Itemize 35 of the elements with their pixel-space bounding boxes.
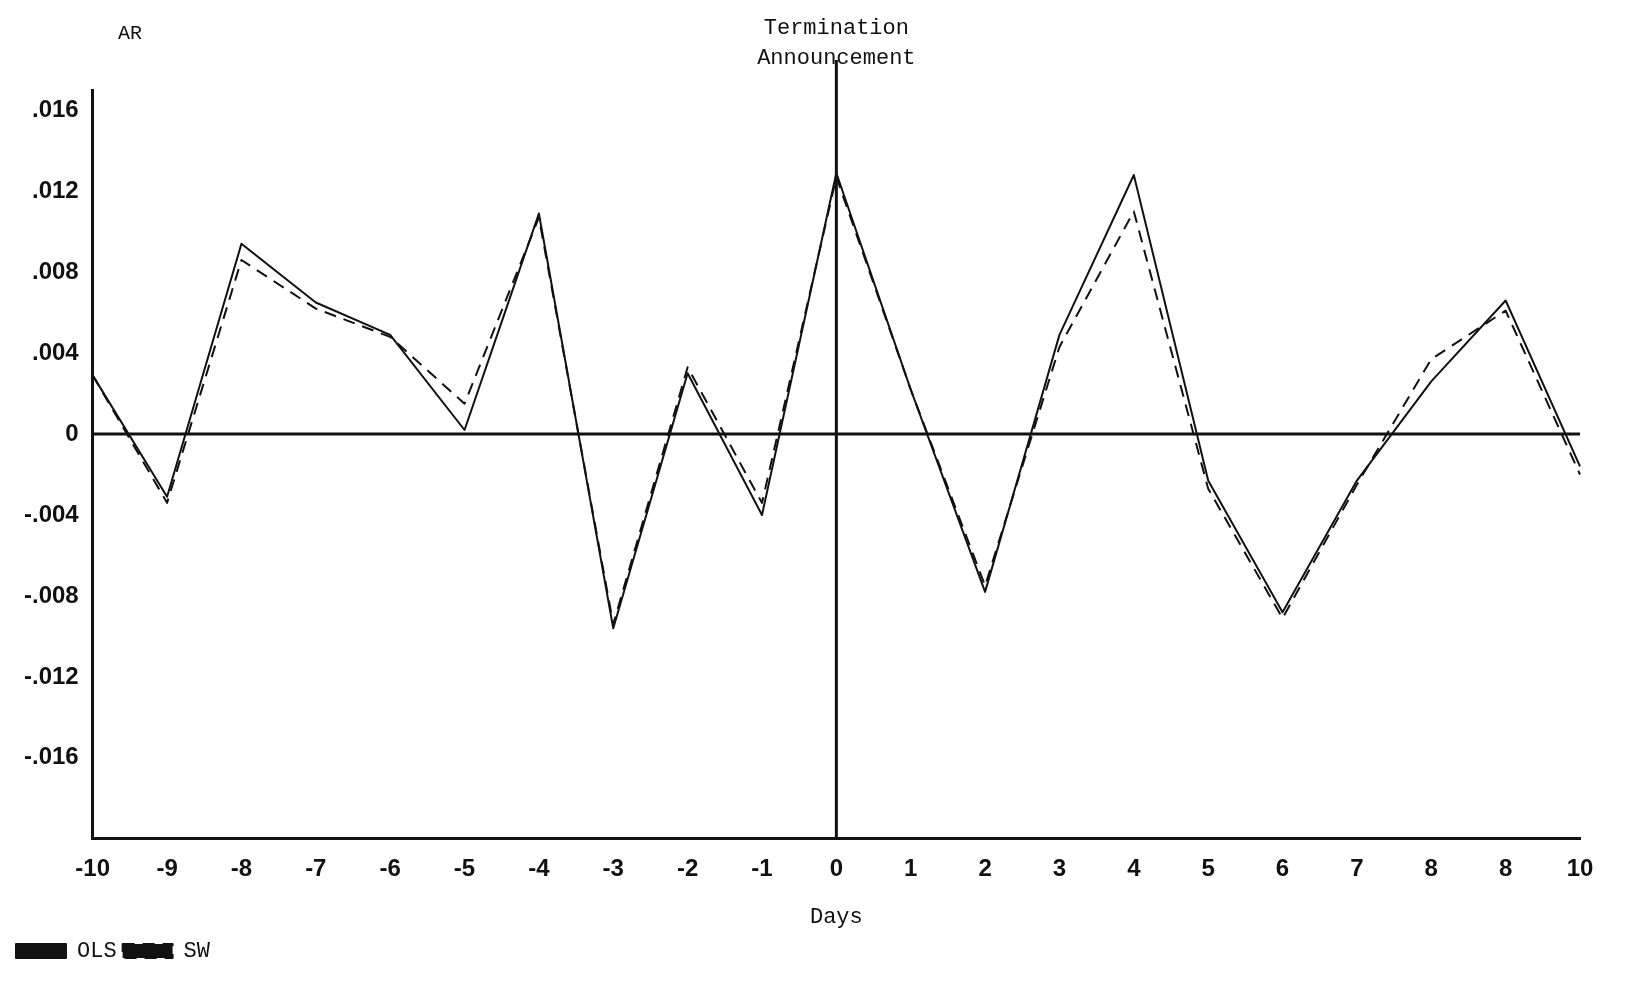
y-tick-label: .012 [31, 175, 79, 203]
x-tick-label: 7 [1350, 853, 1364, 881]
legend-label: OLS [77, 938, 117, 964]
y-tick-label: -.004 [24, 499, 80, 527]
y-tick-label: .008 [31, 256, 79, 284]
y-tick-label: .004 [31, 337, 80, 365]
y-axis-title: AR [118, 22, 143, 45]
x-tick-label: 0 [829, 853, 844, 881]
x-tick-label: 8 [1498, 853, 1513, 881]
x-tick-label: -7 [305, 853, 327, 881]
y-tick-label: -.008 [24, 580, 79, 608]
x-tick-label: -10 [75, 853, 111, 881]
y-tick-label: 0 [65, 418, 79, 446]
x-tick-label: 5 [1201, 853, 1215, 881]
legend-label: SW [183, 938, 211, 964]
x-tick-label: -2 [676, 853, 699, 881]
x-tick-label: -8 [230, 853, 253, 881]
y-tick-label: .016 [31, 94, 79, 122]
y-tick-label: -.012 [24, 661, 79, 689]
x-tick-label: -4 [528, 853, 551, 881]
x-tick-label: 2 [978, 853, 992, 881]
y-tick-label: -.016 [24, 742, 79, 770]
x-tick-label: -1 [751, 853, 773, 881]
x-tick-label: 10 [1566, 853, 1594, 881]
ref-line-label: Termination Announcement [757, 15, 916, 71]
x-axis-title: Days [809, 904, 863, 930]
x-tick-label: -3 [602, 853, 624, 881]
x-tick-label: 3 [1052, 853, 1067, 881]
x-tick-label: 4 [1127, 853, 1142, 881]
x-tick-label: -6 [379, 853, 401, 881]
x-tick-label: -9 [156, 853, 178, 881]
x-tick-label: -5 [453, 853, 476, 881]
x-tick-label: 8 [1424, 853, 1438, 881]
x-tick-label: 6 [1275, 853, 1290, 881]
x-tick-label: 1 [904, 853, 918, 881]
